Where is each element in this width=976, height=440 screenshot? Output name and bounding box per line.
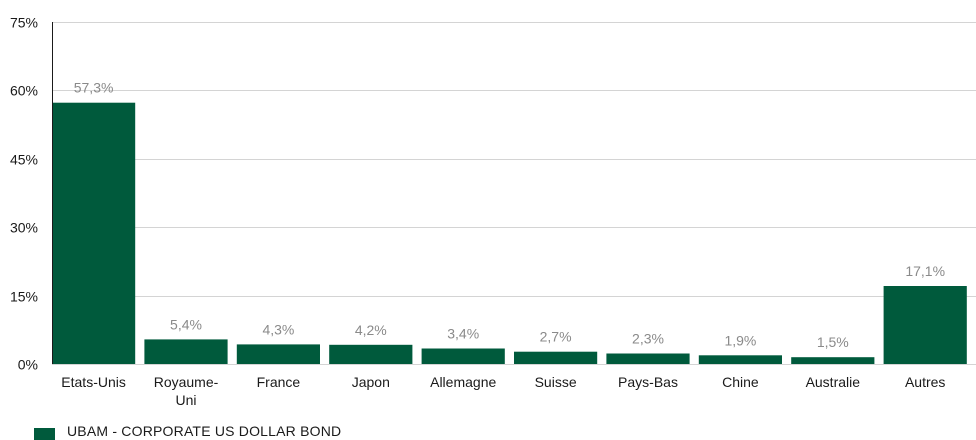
- y-tick-label: 30%: [10, 220, 38, 236]
- x-tick-label: Etats-Unis: [61, 374, 126, 390]
- data-label: 4,2%: [355, 322, 387, 338]
- y-tick-label: 15%: [10, 289, 38, 305]
- legend-swatch: [34, 428, 55, 440]
- x-tick-label: Autres: [905, 374, 945, 390]
- data-label: 17,1%: [905, 263, 945, 279]
- gridlines: [52, 22, 976, 297]
- x-tick-label: Japon: [352, 374, 390, 390]
- bar-japon: [329, 344, 413, 364]
- chart-legend: UBAM - CORPORATE US DOLLAR BOND: [34, 423, 342, 440]
- y-tick-label: 60%: [10, 83, 38, 99]
- y-tick-label: 75%: [10, 15, 38, 31]
- bar-chine: [698, 355, 782, 364]
- data-label: 5,4%: [170, 316, 202, 332]
- data-label: 57,3%: [74, 80, 114, 96]
- data-label: 1,5%: [817, 334, 849, 350]
- bar-etats-unis: [52, 102, 136, 364]
- bar-suisse: [514, 351, 598, 364]
- legend-label: UBAM - CORPORATE US DOLLAR BOND: [67, 423, 342, 439]
- x-tick-label: Royaume-Uni: [154, 374, 219, 408]
- data-label: 2,7%: [540, 329, 572, 345]
- x-tick-label: Allemagne: [430, 374, 496, 390]
- bar-australie: [791, 357, 875, 364]
- x-tick-label: Pays-Bas: [618, 374, 678, 390]
- y-tick-label: 0%: [18, 357, 38, 373]
- bar-royaume-uni: [144, 339, 228, 364]
- bar-france: [236, 344, 320, 364]
- data-label: 4,3%: [262, 321, 294, 337]
- axes: 0% 15% 30% 45% 60% 75% Etats-Unis Royaume-Uni Fr…: [10, 15, 976, 408]
- x-tick-label: Suisse: [535, 374, 577, 390]
- data-label: 3,4%: [447, 326, 479, 342]
- x-tick-label: Australie: [806, 374, 861, 390]
- x-tick-label: Chine: [722, 374, 759, 390]
- bar-autres: [883, 286, 967, 364]
- x-tick-label: France: [257, 374, 301, 390]
- bar-allemagne: [421, 348, 505, 364]
- data-label: 2,3%: [632, 331, 664, 347]
- bar-pays-bas: [606, 353, 690, 364]
- data-labels: 57,3% 5,4% 4,3% 4,2% 3,4% 2,7% 2,3% 1,9% 1,5% 17,…: [74, 80, 945, 351]
- bars: [52, 102, 967, 364]
- y-tick-label: 45%: [10, 152, 38, 168]
- data-label: 1,9%: [724, 332, 756, 348]
